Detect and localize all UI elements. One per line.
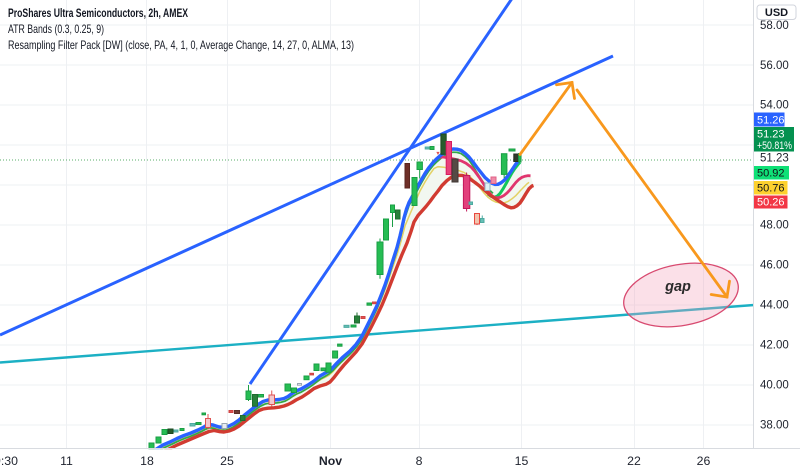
svg-text:gap: gap xyxy=(664,279,691,295)
svg-text:46.00: 46.00 xyxy=(760,260,789,272)
svg-text:25: 25 xyxy=(220,454,234,468)
svg-text:+50.81%: +50.81% xyxy=(757,140,792,152)
svg-text:51.23: 51.23 xyxy=(760,153,789,165)
svg-text:54.00: 54.00 xyxy=(760,100,789,112)
svg-text:8: 8 xyxy=(416,454,423,468)
svg-text:50.26: 50.26 xyxy=(757,197,785,209)
svg-text:40.00: 40.00 xyxy=(760,380,789,392)
svg-text:22: 22 xyxy=(627,454,641,468)
svg-text:42.00: 42.00 xyxy=(760,340,789,352)
svg-text:15: 15 xyxy=(515,454,529,468)
svg-text:Nov: Nov xyxy=(319,454,342,468)
svg-text:9:30: 9:30 xyxy=(0,454,18,468)
svg-text:56.00: 56.00 xyxy=(760,60,789,72)
svg-text:11: 11 xyxy=(60,454,73,468)
svg-text:18: 18 xyxy=(140,454,154,468)
svg-text:ATR Bands (0.3, 0.25, 9): ATR Bands (0.3, 0.25, 9) xyxy=(8,22,104,36)
svg-text:50.76: 50.76 xyxy=(757,183,785,195)
svg-text:44.00: 44.00 xyxy=(760,300,789,312)
svg-text:51.23: 51.23 xyxy=(757,129,785,141)
svg-text:48.00: 48.00 xyxy=(760,220,789,232)
svg-text:51.26: 51.26 xyxy=(757,115,785,127)
svg-text:58.00: 58.00 xyxy=(760,20,789,32)
svg-text:26: 26 xyxy=(697,454,711,468)
svg-text:38.00: 38.00 xyxy=(760,420,789,432)
svg-text:Resampling Filter Pack [DW] (c: Resampling Filter Pack [DW] (close, PA, … xyxy=(8,38,354,52)
svg-text:USD: USD xyxy=(765,7,788,19)
svg-text:50.92: 50.92 xyxy=(757,168,785,180)
svg-text:ProShares Ultra Semiconductors: ProShares Ultra Semiconductors, 2h, AMEX xyxy=(8,6,188,20)
